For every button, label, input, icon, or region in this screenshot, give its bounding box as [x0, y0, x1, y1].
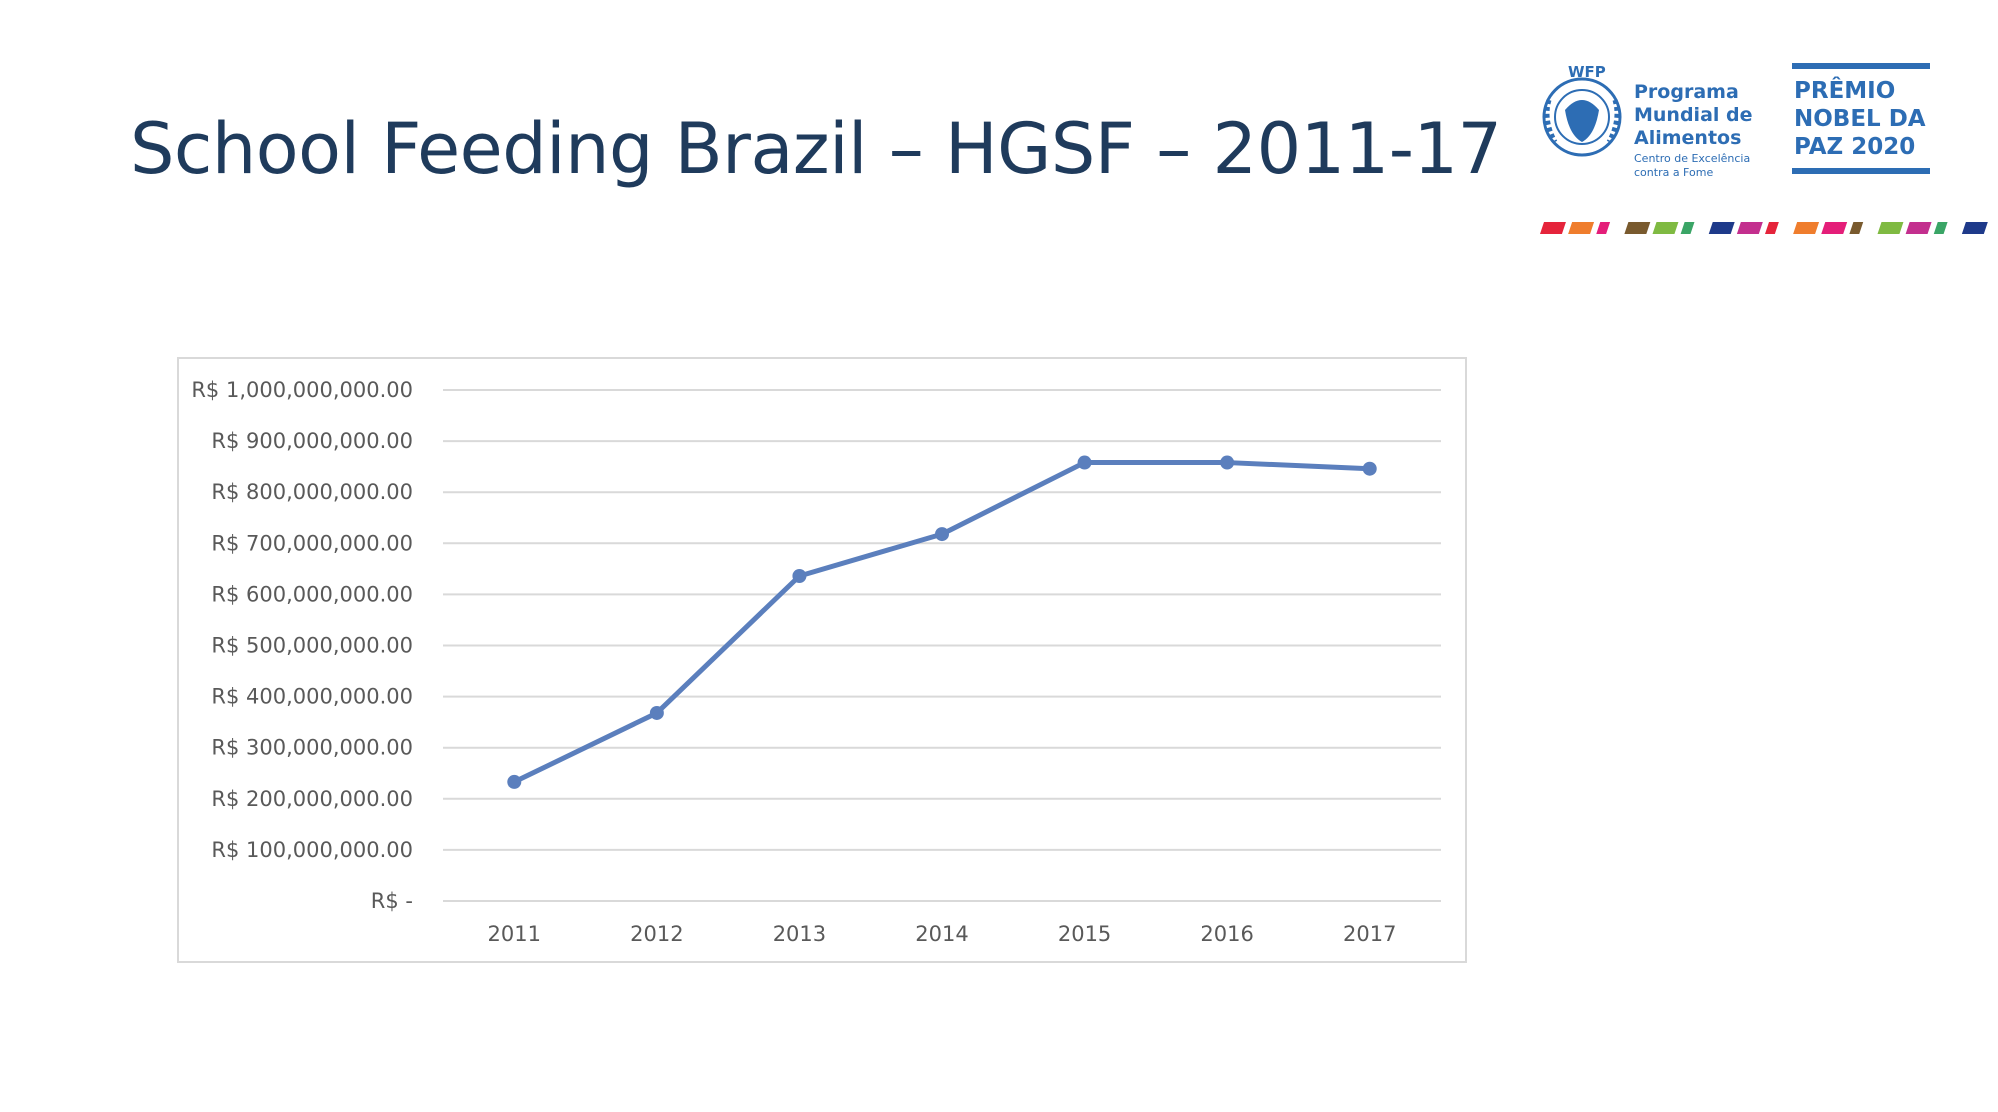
nobel-line1: PRÊMIO — [1794, 76, 1895, 104]
x-tick-label: 2014 — [915, 922, 968, 946]
wfp-name-line3: Alimentos — [1634, 127, 1741, 149]
chart-container: R$ - R$ 100,000,000.00 R$ 200,000,000.00 R$… — [177, 357, 1467, 963]
wfp-name-line2: Mundial de — [1634, 104, 1753, 126]
stripe-segment — [1652, 222, 1679, 234]
nobel-line3: PAZ 2020 — [1794, 134, 1915, 160]
wfp-sub-line2: contra a Fome — [1634, 166, 1713, 179]
wfp-nobel-logo: WFP Programa Mundial de Alimentos Centro… — [1542, 63, 1930, 179]
un-emblem-icon — [1542, 77, 1622, 157]
y-tick-label: R$ 400,000,000.00 — [211, 685, 413, 709]
nobel-bottom-bar — [1792, 168, 1930, 174]
stripe-segment — [1765, 222, 1779, 234]
stripe-segment — [1624, 222, 1651, 234]
stripe-segment — [1793, 222, 1820, 234]
y-tick-label: R$ 900,000,000.00 — [211, 429, 413, 453]
x-tick-label: 2012 — [630, 922, 683, 946]
data-point — [1077, 455, 1092, 470]
y-tick-label: R$ - — [371, 889, 413, 913]
x-tick-label: 2016 — [1200, 922, 1253, 946]
stripe-segment — [1736, 222, 1763, 234]
data-point — [1220, 455, 1235, 470]
stripe-segment — [1680, 222, 1695, 234]
wfp-name-line1: Programa — [1634, 81, 1739, 103]
wfp-sub-line1: Centro de Excelência — [1634, 152, 1750, 165]
slide-title: School Feeding Brazil – HGSF – 2011-17 — [130, 108, 1502, 190]
y-tick-label: R$ 100,000,000.00 — [211, 838, 413, 862]
sdg-color-stripes — [1540, 222, 1988, 234]
stripe-segment — [1568, 222, 1595, 234]
stripe-segment — [1877, 222, 1904, 234]
y-tick-label: R$ 700,000,000.00 — [211, 531, 413, 555]
line-chart: R$ - R$ 100,000,000.00 R$ 200,000,000.00 R$… — [191, 378, 1441, 946]
stripe-segment — [1596, 222, 1611, 234]
y-tick-label: R$ 500,000,000.00 — [211, 634, 413, 658]
stripe-segment — [1540, 222, 1566, 234]
x-tick-label: 2017 — [1343, 922, 1396, 946]
stripe-segment — [1821, 222, 1848, 234]
data-point — [649, 705, 664, 720]
stripe-segment — [1933, 222, 1948, 234]
stripe-segment — [1905, 222, 1932, 234]
x-tick-label: 2011 — [488, 922, 541, 946]
data-point — [935, 527, 949, 542]
stripe-segment — [1961, 222, 1988, 234]
y-tick-label: R$ 800,000,000.00 — [211, 480, 413, 504]
x-tick-label: 2013 — [773, 922, 826, 946]
stripe-segment — [1708, 222, 1735, 234]
data-point — [507, 774, 522, 789]
y-tick-label: R$ 600,000,000.00 — [211, 582, 413, 606]
data-point — [792, 569, 807, 584]
series-line — [513, 460, 1370, 785]
y-tick-label: R$ 200,000,000.00 — [211, 787, 413, 811]
y-tick-label: R$ 300,000,000.00 — [211, 736, 413, 760]
y-tick-label: R$ 1,000,000,000.00 — [191, 378, 413, 402]
data-point — [1362, 461, 1377, 476]
wfp-acronym: WFP — [1568, 63, 1606, 81]
x-tick-label: 2015 — [1058, 922, 1111, 946]
stripe-segment — [1849, 222, 1864, 234]
nobel-top-bar — [1792, 63, 1930, 69]
nobel-line2: NOBEL DA — [1794, 106, 1926, 132]
